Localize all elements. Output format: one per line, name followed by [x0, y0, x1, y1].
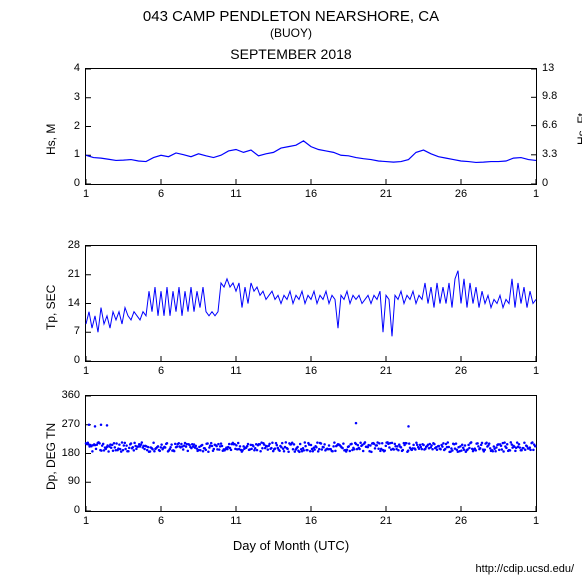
- axis-tick: 16: [305, 361, 317, 377]
- series-tp: [86, 246, 536, 361]
- axis-tick: 26: [455, 184, 467, 200]
- axis-tick: 0: [40, 354, 86, 366]
- axis-tick: 1: [533, 184, 539, 200]
- xlabel: Day of Month (UTC): [0, 538, 582, 553]
- axis-tick: 21: [40, 268, 86, 280]
- axis-tick: 1: [83, 361, 89, 377]
- panel-dp: 09018027036016111621261: [85, 395, 537, 512]
- ylabel-tp: Tp, SEC: [44, 285, 58, 330]
- axis-tick: 360: [40, 389, 86, 401]
- axis-tick: 1: [533, 361, 539, 377]
- series-hs: [86, 69, 536, 184]
- axis-tick: 11: [230, 361, 241, 377]
- axis-tick: 11: [230, 511, 241, 527]
- page-title: 043 CAMP PENDLETON NEARSHORE, CA: [0, 8, 582, 25]
- axis-tick: 4: [40, 62, 86, 74]
- axis-tick: 6: [158, 511, 164, 527]
- axis-tick: 6: [158, 184, 164, 200]
- axis-tick: 1: [83, 511, 89, 527]
- axis-tick: 1: [83, 184, 89, 200]
- axis-tick: 21: [380, 511, 392, 527]
- axis-tick: 16: [305, 511, 317, 527]
- ylabel-hs-left: Hs, M: [44, 124, 58, 155]
- axis-tick: 16: [305, 184, 317, 200]
- panel-tp: 0714212816111621261: [85, 245, 537, 362]
- axis-tick: 1: [533, 511, 539, 527]
- ylabel-dp: Dp, DEG TN: [44, 423, 58, 490]
- axis-tick: 0: [40, 504, 86, 516]
- axis-tick: 3.3: [536, 148, 582, 160]
- axis-tick: 28: [40, 239, 86, 251]
- panel-hs: 0123403.36.69.81316111621261: [85, 68, 537, 185]
- axis-tick: 0: [40, 177, 86, 189]
- axis-tick: 0: [536, 177, 582, 189]
- axis-tick: 9.8: [536, 90, 582, 102]
- axis-tick: 3: [40, 91, 86, 103]
- axis-tick: 21: [380, 184, 392, 200]
- axis-tick: 21: [380, 361, 392, 377]
- axis-tick: 11: [230, 184, 241, 200]
- axis-tick: 26: [455, 511, 467, 527]
- chart-page: 043 CAMP PENDLETON NEARSHORE, CA (BUOY) …: [0, 0, 582, 581]
- axis-tick: 13: [536, 62, 582, 74]
- month-line: SEPTEMBER 2018: [0, 46, 582, 62]
- series-dp: [86, 396, 536, 511]
- ylabel-hs-right: Hs, Ft: [575, 113, 582, 145]
- footer-url: http://cdip.ucsd.edu/: [476, 563, 574, 575]
- axis-tick: 26: [455, 361, 467, 377]
- page-subtitle: (BUOY): [0, 26, 582, 40]
- axis-tick: 6: [158, 361, 164, 377]
